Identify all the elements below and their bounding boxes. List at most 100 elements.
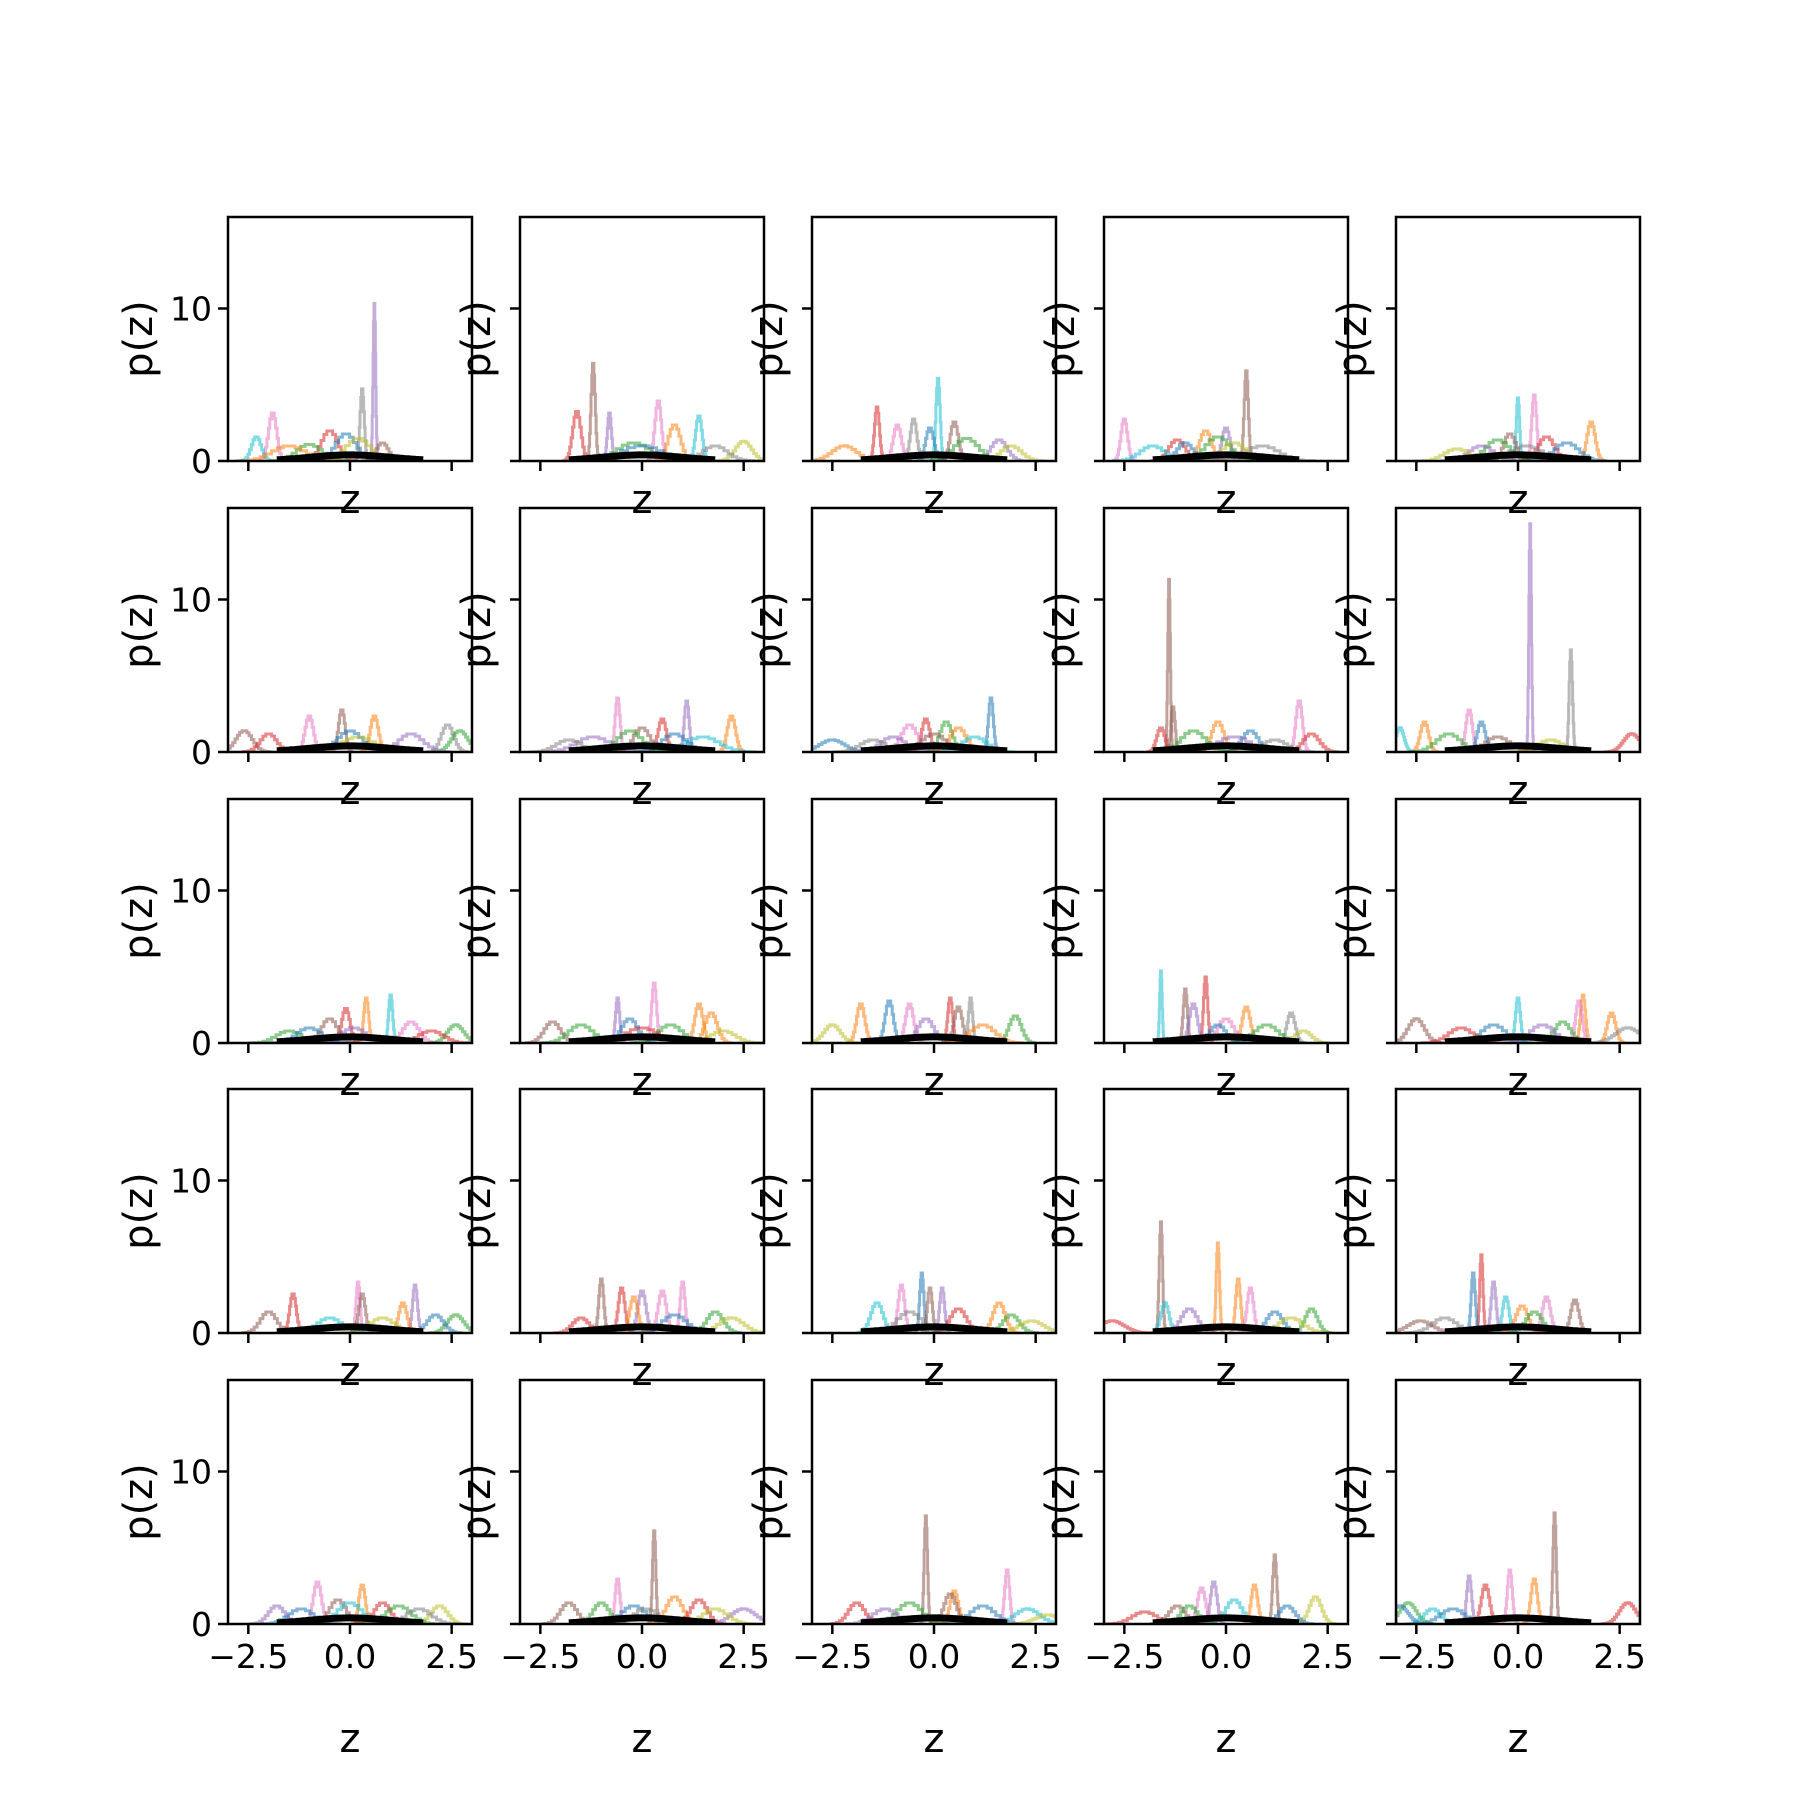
plot-area: [249, 1580, 467, 1624]
subplot-r1-c1: 0 10 z p(z): [116, 215, 474, 523]
plot-area: [1396, 1253, 1592, 1333]
subplot-r1-c2: z p(z): [454, 215, 766, 523]
x-axis-label: z: [924, 477, 945, 523]
subplot-r2-c3: z p(z): [746, 506, 1058, 814]
y-axis-label: p(z): [454, 300, 500, 378]
y-axis-label: p(z): [746, 1463, 792, 1541]
x-axis-label: z: [1508, 1716, 1529, 1762]
subplot-r2-c2: z p(z): [454, 506, 766, 814]
x-axis-label: z: [1216, 477, 1237, 523]
y-tick-label: 10: [170, 872, 212, 911]
plot-area: [1152, 969, 1331, 1043]
subplot-r3-c2: z p(z): [454, 797, 766, 1105]
prior-density-line: [860, 1323, 1008, 1333]
x-axis-label: z: [1508, 1059, 1529, 1105]
prior-density-line: [860, 742, 1008, 752]
sample-histogram-7: [358, 1604, 440, 1624]
x-tick-label: 2.5: [1301, 1637, 1353, 1676]
sample-histogram-8: [716, 439, 764, 461]
subplot-r5-c2: −2.5 0.0 2.5 z p(z): [454, 1378, 770, 1762]
x-tick-label: 2.5: [425, 1637, 477, 1676]
subplot-r5-c3: −2.5 0.0 2.5 z p(z): [746, 1378, 1062, 1762]
x-tick-label: 2.5: [1009, 1637, 1061, 1676]
y-axis-label: p(z): [116, 1172, 162, 1250]
x-axis-label: z: [632, 768, 653, 814]
prior-density-line: [1444, 1033, 1592, 1043]
x-axis-label: z: [1216, 1059, 1237, 1105]
subplot-grid: 0 10 z p(z) z p(z) z p(z) z p(z) z p(z) 0 10 z p(z) z p(z…: [116, 215, 1646, 1762]
prior-density-line: [568, 1033, 716, 1043]
prior-density-line: [1444, 1323, 1592, 1333]
plot-area: [235, 301, 424, 461]
subplot-r3-c1: 0 10 z p(z): [116, 797, 474, 1105]
y-axis-label: p(z): [746, 591, 792, 669]
plot-area: [228, 708, 472, 752]
prior-density-line: [276, 1323, 424, 1333]
plot-area: [541, 1529, 764, 1624]
sample-histogram-7: [1526, 441, 1608, 461]
subplot-r5-c5: −2.5 0.0 2.5 z p(z): [1330, 1378, 1646, 1762]
y-axis-label: p(z): [454, 591, 500, 669]
prior-density-line: [276, 742, 424, 752]
subplot-r1-c4: z p(z): [1038, 215, 1350, 523]
y-axis-label: p(z): [1038, 300, 1084, 378]
prior-density-line: [1152, 1323, 1300, 1333]
y-tick-label: 10: [170, 1162, 212, 1201]
y-axis-label: p(z): [1038, 882, 1084, 960]
y-axis-label: p(z): [116, 591, 162, 669]
x-tick-label: −2.5: [500, 1637, 580, 1676]
prior-density-line: [276, 451, 424, 461]
y-axis-label: p(z): [746, 1172, 792, 1250]
subplot-r1-c3: z p(z): [746, 215, 1058, 523]
y-axis-label: p(z): [1330, 300, 1376, 378]
y-axis-label: p(z): [1330, 882, 1376, 960]
prior-density-line: [1152, 1033, 1300, 1043]
plot-area: [856, 1271, 1056, 1333]
sample-histogram-1: [585, 361, 602, 461]
sample-histogram-7: [1501, 1304, 1544, 1333]
x-tick-label: 2.5: [717, 1637, 769, 1676]
subplot-r4-c2: z p(z): [454, 1087, 766, 1395]
y-tick-label: 0: [191, 1605, 212, 1644]
plot-area: [1104, 1220, 1333, 1333]
sample-histogram-2: [1564, 648, 1578, 752]
sample-histogram-4: [1410, 720, 1439, 752]
x-tick-label: 0.0: [324, 1637, 376, 1676]
y-axis-label: p(z): [1038, 591, 1084, 669]
x-axis-label: z: [924, 1059, 945, 1105]
x-axis-label: z: [1508, 477, 1529, 523]
y-axis-label: p(z): [1330, 1172, 1376, 1250]
y-axis-label: p(z): [116, 882, 162, 960]
y-axis-label: p(z): [1038, 1172, 1084, 1250]
subplot-r2-c1: 0 10 z p(z): [116, 506, 474, 814]
x-axis-label: z: [340, 768, 361, 814]
sample-histogram-10: [942, 1023, 1024, 1043]
x-tick-label: 0.0: [908, 1637, 960, 1676]
subplot-r4-c1: 0 10 z p(z): [116, 1087, 474, 1395]
y-axis-label: p(z): [116, 1463, 162, 1541]
x-tick-label: −2.5: [208, 1637, 288, 1676]
prior-density-line: [568, 451, 716, 461]
subplot-r4-c3: z p(z): [746, 1087, 1058, 1395]
subplot-r3-c5: z p(z): [1330, 797, 1642, 1105]
subplot-r1-c5: z p(z): [1330, 215, 1642, 523]
x-axis-label: z: [924, 1349, 945, 1395]
y-axis-label: p(z): [746, 300, 792, 378]
y-tick-label: 10: [170, 1453, 212, 1492]
x-axis-label: z: [1508, 768, 1529, 814]
x-axis-label: z: [340, 1349, 361, 1395]
y-tick-label: 0: [191, 442, 212, 481]
subplot-r4-c4: z p(z): [1038, 1087, 1350, 1395]
prior-density-line: [1152, 1614, 1300, 1624]
x-tick-label: 2.5: [1593, 1637, 1645, 1676]
x-axis-label: z: [632, 1716, 653, 1762]
y-tick-label: 0: [191, 1314, 212, 1353]
y-axis-label: p(z): [454, 1463, 500, 1541]
subplot-r5-c4: −2.5 0.0 2.5 z p(z): [1038, 1378, 1354, 1762]
prior-density-line: [568, 742, 716, 752]
y-tick-label: 10: [170, 581, 212, 620]
prior-density-line: [1444, 1614, 1592, 1624]
x-axis-label: z: [340, 1059, 361, 1105]
x-axis-label: z: [1508, 1349, 1529, 1395]
x-axis-label: z: [1216, 1349, 1237, 1395]
